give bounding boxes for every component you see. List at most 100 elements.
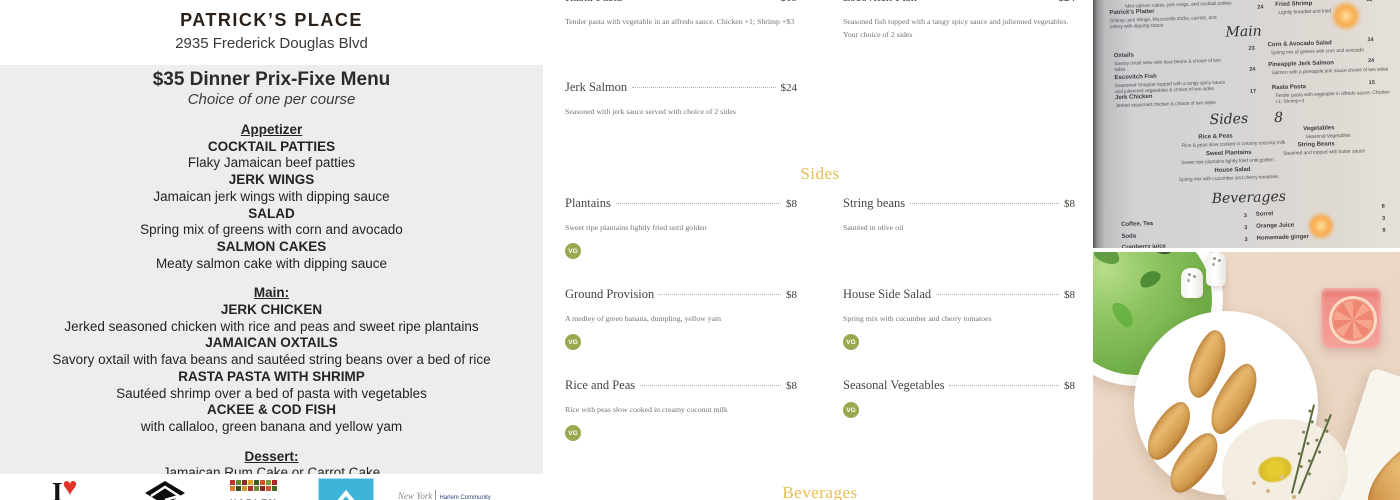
prix-fixe-section: Dessert: Jamaican Rum Cake or Carrot Cake xyxy=(0,449,543,474)
menu-item-title-row: House Side Salad $8 xyxy=(843,287,1075,302)
flyer-header: PATRICK’S PLACE 2935 Frederick Douglas B… xyxy=(0,0,543,65)
prix-fixe-item-name: JERK CHICKEN xyxy=(220,302,323,318)
menu-item-desc: Sweet ripe plantains lightly fried until… xyxy=(565,223,707,232)
prix-fixe-section-heading: Main: xyxy=(253,285,290,301)
prix-fixe-item-desc: Jamaican jerk wings with dipping sauce xyxy=(153,188,390,204)
chickpeas xyxy=(1252,481,1256,485)
printed-oxtails-name: Oxtails xyxy=(1113,52,1134,60)
dotted-leader xyxy=(659,294,781,295)
dotted-leader xyxy=(910,203,1059,204)
printed-escovitch-price: 24 xyxy=(1249,66,1256,73)
prix-fixe-section: Appetizer COCKTAIL PATTIES Flaky Jamaican … xyxy=(0,122,543,272)
menu-item-price: $8 xyxy=(1064,198,1075,210)
mountain-arrow-icon xyxy=(317,477,375,500)
hummus-plate xyxy=(1134,311,1348,500)
partner-logo-strip: I♥ HARLEM xyxy=(0,474,543,500)
vegetarian-badge: VG xyxy=(565,243,581,259)
beverages-heading: Beverages xyxy=(782,483,858,500)
vegetarian-badge: VG xyxy=(843,334,859,350)
menu-item-name: House Side Salad xyxy=(843,287,932,301)
prix-fixe-item-name: SALAD xyxy=(248,205,295,221)
prix-fixe-subtitle: Choice of one per course xyxy=(187,91,356,108)
blue-arrow-logo xyxy=(317,477,375,500)
printed-house-salad-desc: Spring mix with cucumber and cherry toma… xyxy=(1178,174,1279,184)
menu-item-title-row: Ground Provision $8 xyxy=(565,287,797,302)
printed-beverage-mid-price: 3 xyxy=(1243,213,1248,220)
printed-vegetables-desc: Seasonal Vegetables xyxy=(1305,132,1351,141)
menu-item-plantains: Plantains $8 Sweet ripe plantains lightly … xyxy=(565,196,797,259)
menu-item-name: Jerk Salmon xyxy=(565,80,628,94)
menu-item-price: $8 xyxy=(786,380,797,392)
menu-item-price: $8 xyxy=(1064,289,1075,301)
menu-item-price: $24 xyxy=(780,82,798,94)
menu-item-title-row: Jerk Salmon $24 xyxy=(565,80,797,95)
divider xyxy=(435,489,437,500)
prix-fixe-item-desc: Spring mix of greens with corn and avoca… xyxy=(140,222,403,238)
printed-menu-content: Mini salmon cakes, jerk wings, and cockt… xyxy=(1093,0,1400,248)
grapefruit-slice xyxy=(1329,296,1377,344)
printed-house-salad-name: House Salad xyxy=(1214,166,1251,175)
printed-rice-peas-name: Rice & Peas xyxy=(1198,133,1233,141)
menu-item-house_side_salad: House Side Salad $8 Spring mix with cucumb… xyxy=(843,287,1075,350)
printed-corn-avocado-price: 14 xyxy=(1367,36,1374,44)
printed-jerk-chicken-price: 17 xyxy=(1249,88,1257,95)
menu-item-title-row: Escovitch Fish $24 xyxy=(843,0,1075,5)
menu-item-name: Plantains xyxy=(565,196,611,210)
sides-heading: Sides xyxy=(800,164,840,183)
menu-item-desc: Seasoned fish topped with a tangy spicy … xyxy=(843,17,1069,26)
menu-item-escovitch: Escovitch Fish $24 Seasoned fish topped wi… xyxy=(843,0,1075,41)
printed-patricks-platter-name: Patrick's Platter xyxy=(1109,8,1155,17)
printed-beverage-right: Homemade ginger xyxy=(1256,234,1310,242)
lens-flare xyxy=(1307,212,1335,240)
harlem-logo: HARLEM xyxy=(230,480,280,500)
menu-item-ground_provision: Ground Provision $8 A medley of green bana… xyxy=(565,287,797,350)
printed-rasta-pasta-desc2: +1; Shrimp+3 xyxy=(1275,98,1305,106)
printed-vegetables-name: Vegetables xyxy=(1303,125,1335,133)
dotted-leader xyxy=(936,294,1059,295)
vegetarian-badge: VG xyxy=(843,402,859,418)
menu-item-price: $24 xyxy=(1059,0,1076,4)
food-photo xyxy=(1093,252,1400,500)
prix-fixe-item-desc: with callaloo, green banana and yellow y… xyxy=(140,418,403,434)
dotted-leader xyxy=(949,385,1059,386)
printed-sweet-plantains-desc: Sweet ripe plantains lightly fried until… xyxy=(1181,157,1274,167)
printed-escovitch-name: Escovitch Fish xyxy=(1114,73,1157,82)
harlem-community-wordmark: Harlem Community xyxy=(439,495,491,500)
printed-oxtails-desc2: sides xyxy=(1114,66,1126,74)
menu-item-desc: A medley of green banana, dumpling, yell… xyxy=(565,314,722,323)
printed-beverage-right-price: 8 xyxy=(1382,227,1386,234)
prix-fixe-item-desc: Savory oxtail with fava beans and sautée… xyxy=(52,352,491,368)
printed-menu-photo: Mini salmon cakes, jerk wings, and cockt… xyxy=(1093,0,1400,248)
prix-fixe-item-desc: Flaky Jamaican beef patties xyxy=(187,155,356,171)
dotted-leader xyxy=(632,87,776,88)
menu-item-desc: Your choice of 2 sides xyxy=(843,30,913,39)
printed-pineapple-salmon-name: Pineapple Jerk Salmon xyxy=(1268,60,1334,69)
printed-oxtails-price: 23 xyxy=(1248,45,1255,52)
printed-pineapple-salmon-price: 24 xyxy=(1367,57,1375,65)
menu-item-desc: Tender pasta with vegetable in an alfred… xyxy=(565,17,795,26)
menu-item-title-row: Rasta Pasta $13 xyxy=(565,0,797,5)
menu-item-title-row: String beans $8 xyxy=(843,196,1075,211)
menu-item-name: String beans xyxy=(843,196,906,210)
printed-rasta-pasta-price: 15 xyxy=(1368,79,1375,87)
menu-item-seasonal_vegetables: Seasonal Vegetables $8 VG xyxy=(843,378,1075,418)
menu-item-name: Rasta Pasta xyxy=(565,0,622,5)
printed-beverage-left: Coffee, Tea xyxy=(1121,220,1154,228)
printed-corn-avocado-desc: Spring mix of greens with corn and avoca… xyxy=(1270,47,1364,57)
prix-fixe-item-name: JAMAICAN OXTAILS xyxy=(205,335,338,351)
printed-oxtails-desc1: Savory oxtail stew with fava beans & cho… xyxy=(1113,57,1221,68)
grapefruit-drink xyxy=(1321,288,1381,348)
printed-beverages-heading: Beverages xyxy=(1211,188,1287,208)
printed-beverage-mid-price: 3 xyxy=(1244,225,1248,232)
menu-item-name: Escovitch Fish xyxy=(843,0,917,5)
menu-item-price: $8 xyxy=(786,289,797,301)
dotted-leader xyxy=(615,203,781,204)
prix-fixe-item-desc: Jamaican Rum Cake or Carrot Cake xyxy=(162,465,381,474)
web-menu-section: Sides Beverages Rasta Pasta $13 Tender pas… xyxy=(543,0,1093,500)
heart-icon: ♥ xyxy=(62,473,78,500)
ny-script-wordmark: New York xyxy=(398,491,433,500)
menu-item-desc: Spring mix with cucumber and cherry toma… xyxy=(843,314,992,323)
menu-item-desc: Seasoned with jerk sauce served with cho… xyxy=(565,107,736,116)
menu-item-name: Seasonal Vegetables xyxy=(843,378,945,392)
